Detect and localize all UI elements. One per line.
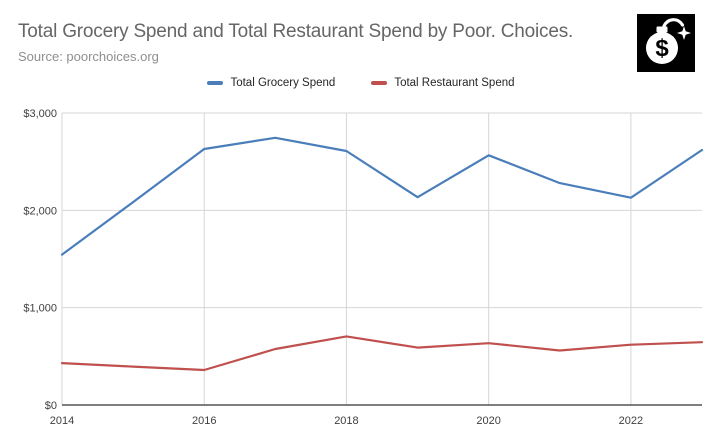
series-line-restaurant bbox=[60, 335, 704, 372]
bomb-fuse-wire bbox=[662, 18, 685, 28]
legend-label-grocery: Total Grocery Spend bbox=[230, 77, 336, 89]
bomb-body bbox=[646, 32, 678, 64]
source-attribution: Source: poorchoices.org bbox=[18, 49, 159, 64]
legend-item-grocery: Total Grocery Spend bbox=[207, 77, 335, 89]
x-axis-tick-labels: 2014 2016 2018 2020 2022 bbox=[50, 415, 643, 427]
y-axis-tick-labels: $0 $1,000 $2,000 $3,000 bbox=[23, 108, 57, 412]
legend-item-restaurant: Total Restaurant Spend bbox=[371, 77, 515, 89]
fuse-spark bbox=[677, 26, 691, 40]
restaurant-line-swatch bbox=[371, 81, 388, 85]
y-tick-label: $2,000 bbox=[23, 205, 57, 217]
dollar-sign: $ bbox=[655, 35, 669, 62]
grocery-line-swatch bbox=[207, 81, 224, 85]
x-tick-label: 2014 bbox=[50, 415, 74, 427]
gridlines bbox=[61, 112, 702, 405]
x-tick-label: 2016 bbox=[192, 415, 216, 427]
y-tick-label: $0 bbox=[45, 400, 57, 412]
bomb-fuse-cap bbox=[656, 26, 668, 33]
y-tick-label: $3,000 bbox=[23, 108, 57, 120]
chart-legend: Total Grocery Spend Total Restaurant Spe… bbox=[0, 77, 722, 89]
x-tick-label: 2022 bbox=[619, 415, 643, 427]
legend-label-restaurant: Total Restaurant Spend bbox=[394, 77, 515, 89]
page-title: Total Grocery Spend and Total Restaurant… bbox=[18, 21, 574, 42]
x-tick-label: 2020 bbox=[476, 415, 500, 427]
money-bomb-icon: $ bbox=[637, 14, 695, 72]
x-tick-label: 2018 bbox=[334, 415, 358, 427]
y-tick-label: $1,000 bbox=[23, 303, 57, 315]
series-line-grocery bbox=[60, 136, 704, 256]
